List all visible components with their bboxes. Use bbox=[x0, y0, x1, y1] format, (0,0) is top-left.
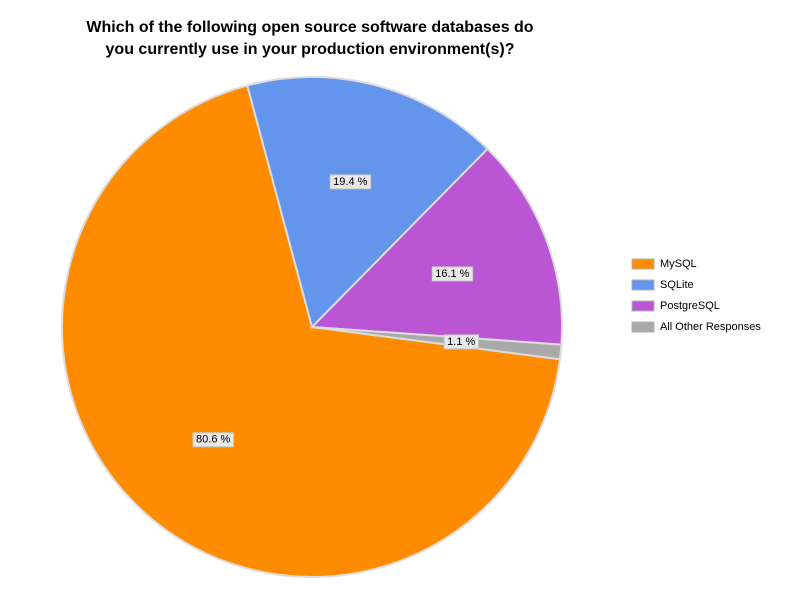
data-label-text: 19.4 % bbox=[333, 176, 367, 188]
legend: MySQL SQLite PostgreSQL All Other Responses bbox=[631, 258, 761, 333]
legend-swatch bbox=[631, 279, 655, 291]
legend-label: All Other Responses bbox=[660, 321, 761, 333]
data-label-text: 1.1 % bbox=[447, 336, 475, 348]
data-label-bg bbox=[192, 432, 235, 448]
data-label: 16.1 % bbox=[431, 266, 474, 282]
legend-label: MySQL bbox=[660, 258, 697, 270]
data-label-text: 80.6 % bbox=[196, 434, 230, 446]
pie-slice bbox=[309, 147, 563, 346]
data-label-text: 16.1 % bbox=[435, 268, 469, 280]
pie-slice bbox=[61, 84, 562, 578]
data-label: 19.4 % bbox=[329, 174, 372, 190]
legend-label: SQLite bbox=[660, 279, 694, 291]
legend-swatch bbox=[631, 321, 655, 333]
pie-slice bbox=[246, 76, 489, 329]
pie-slice bbox=[311, 326, 563, 361]
data-label-bg bbox=[443, 334, 480, 350]
chart-title: Which of the following open source softw… bbox=[86, 19, 533, 58]
legend-swatch bbox=[631, 300, 655, 312]
data-label-bg bbox=[329, 174, 372, 190]
data-label-bg bbox=[431, 266, 474, 282]
data-label: 1.1 % bbox=[443, 334, 480, 350]
legend-swatch bbox=[631, 258, 655, 270]
data-label: 80.6 % bbox=[192, 432, 235, 448]
legend-label: PostgreSQL bbox=[660, 300, 720, 312]
